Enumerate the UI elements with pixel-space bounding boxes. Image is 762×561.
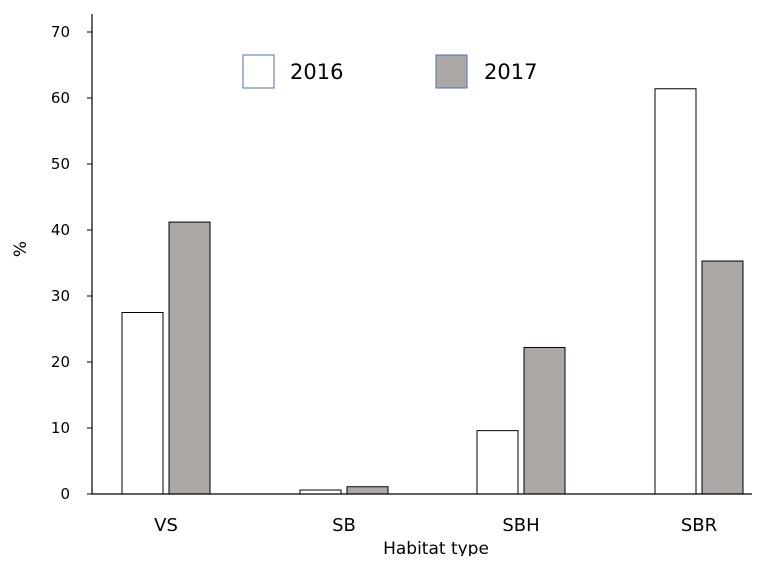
legend-label-2016: 2016	[290, 60, 343, 84]
y-tick-label: 70	[51, 23, 70, 41]
y-ticks: 0 10 20 30 40 50 60 70	[51, 23, 92, 503]
x-category-label: SB	[332, 515, 356, 536]
bar-sbr-2017	[701, 260, 744, 495]
x-category-label: SBR	[681, 515, 717, 536]
legend-label-2017: 2017	[484, 60, 537, 84]
x-category-label: SBH	[502, 515, 539, 536]
y-tick-label: 10	[51, 419, 70, 437]
legend: 2016 2017	[242, 54, 537, 89]
bars-layer	[121, 88, 744, 495]
x-axis-title: Habitat type	[383, 539, 489, 556]
y-tick-label: 30	[51, 287, 70, 305]
y-tick-label: 50	[51, 155, 70, 173]
axes-layer	[91, 14, 752, 495]
bar-sbh-2017	[523, 346, 566, 495]
y-tick-label: 20	[51, 353, 70, 371]
y-tick-label: 40	[51, 221, 70, 239]
y-axis-title: %	[11, 241, 31, 257]
bar-sb-2017	[346, 486, 389, 495]
bar-sbh-2016	[476, 430, 519, 495]
bar-sbr-2016	[654, 88, 697, 495]
x-category-label: VS	[154, 515, 178, 536]
y-tick-label: 0	[60, 485, 70, 503]
bar-vs-2017	[168, 221, 211, 495]
y-tick-label: 60	[51, 89, 70, 107]
bar-vs-2016	[121, 312, 164, 495]
legend-swatch-2016	[242, 54, 275, 89]
legend-swatch-2017	[435, 54, 468, 89]
x-category-labels: VS SB SBH SBR	[154, 515, 717, 536]
